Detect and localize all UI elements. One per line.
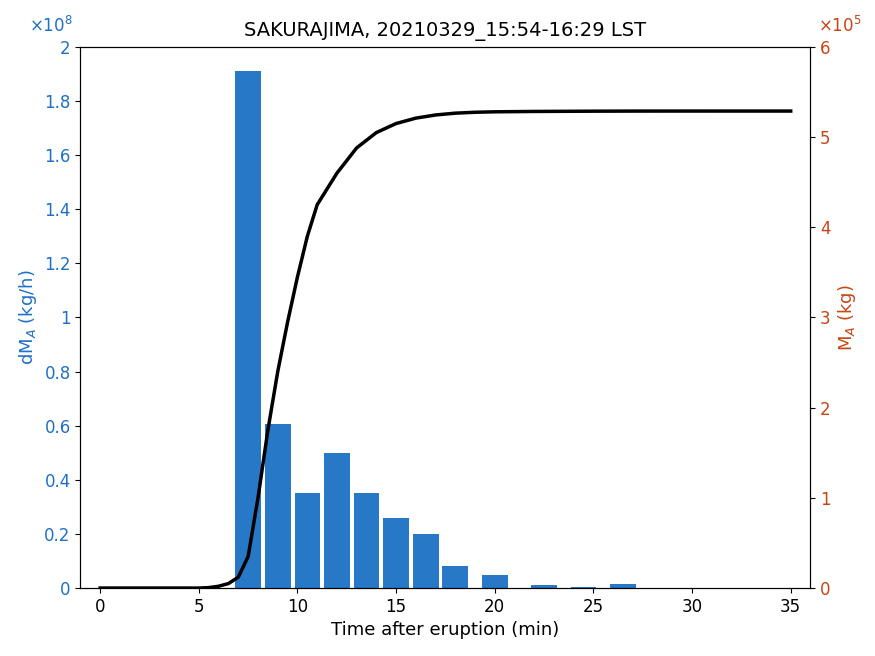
Title: SAKURAJIMA, 20210329_15:54-16:29 LST: SAKURAJIMA, 20210329_15:54-16:29 LST <box>244 22 647 41</box>
Text: $\times\mathregular{10}^{\mathregular{5}}$: $\times\mathregular{10}^{\mathregular{5}… <box>818 16 862 36</box>
Bar <box>265 424 290 588</box>
Bar <box>324 453 350 588</box>
Y-axis label: M$_A$ (kg): M$_A$ (kg) <box>836 284 858 351</box>
Bar <box>610 584 636 588</box>
Bar <box>383 518 409 588</box>
Bar <box>413 534 438 588</box>
Y-axis label: dM$_A$ (kg/h): dM$_A$ (kg/h) <box>17 270 38 365</box>
Bar <box>570 586 597 588</box>
Bar <box>235 72 261 588</box>
Bar <box>295 493 320 588</box>
Bar <box>443 566 468 588</box>
Text: $\times\mathregular{10}^{\mathregular{8}}$: $\times\mathregular{10}^{\mathregular{8}… <box>30 16 74 36</box>
Bar <box>482 575 508 588</box>
Bar <box>354 493 380 588</box>
Bar <box>531 584 556 588</box>
X-axis label: Time after eruption (min): Time after eruption (min) <box>332 621 560 640</box>
